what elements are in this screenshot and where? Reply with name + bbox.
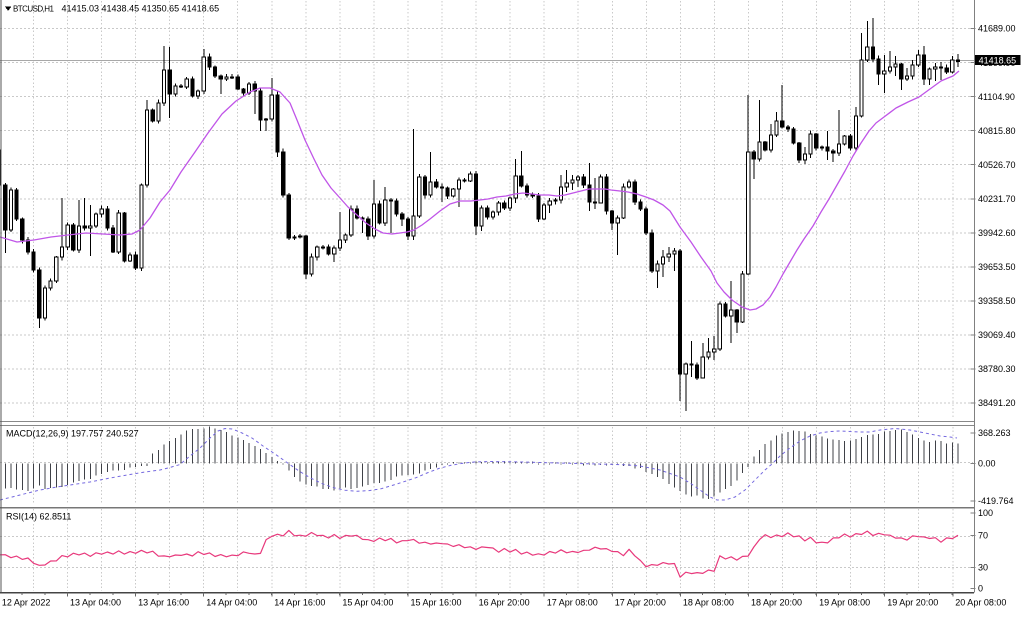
svg-text:RSI(14) 62.8511: RSI(14) 62.8511 bbox=[6, 512, 71, 522]
svg-text:39942.60: 39942.60 bbox=[978, 228, 1016, 238]
svg-text:0.00: 0.00 bbox=[978, 459, 996, 469]
svg-text:40815.80: 40815.80 bbox=[978, 126, 1016, 136]
svg-text:41689.00: 41689.00 bbox=[978, 24, 1016, 34]
svg-text:15 Apr 16:00: 15 Apr 16:00 bbox=[411, 598, 462, 608]
svg-text:19 Apr 20:00: 19 Apr 20:00 bbox=[887, 598, 938, 608]
svg-text:14 Apr 16:00: 14 Apr 16:00 bbox=[274, 598, 325, 608]
svg-text:40231.70: 40231.70 bbox=[978, 194, 1016, 204]
svg-text:-419.764: -419.764 bbox=[978, 496, 1014, 506]
svg-text:368.263: 368.263 bbox=[978, 428, 1011, 438]
svg-text:0: 0 bbox=[978, 584, 983, 594]
svg-text:20 Apr 08:00: 20 Apr 08:00 bbox=[955, 598, 1006, 608]
svg-text:100: 100 bbox=[978, 508, 993, 518]
svg-text:38780.30: 38780.30 bbox=[978, 364, 1016, 374]
svg-text:15 Apr 04:00: 15 Apr 04:00 bbox=[342, 598, 393, 608]
svg-text:14 Apr 04:00: 14 Apr 04:00 bbox=[206, 598, 257, 608]
svg-text:17 Apr 08:00: 17 Apr 08:00 bbox=[547, 598, 598, 608]
svg-text:16 Apr 20:00: 16 Apr 20:00 bbox=[479, 598, 530, 608]
svg-text:38491.20: 38491.20 bbox=[978, 398, 1016, 408]
svg-text:30: 30 bbox=[978, 563, 988, 573]
svg-text:19 Apr 08:00: 19 Apr 08:00 bbox=[819, 598, 870, 608]
svg-text:41415.03 41438.45 41350.65 414: 41415.03 41438.45 41350.65 41418.65 bbox=[62, 4, 220, 14]
svg-text:18 Apr 20:00: 18 Apr 20:00 bbox=[751, 598, 802, 608]
svg-text:BTCUSD,H1: BTCUSD,H1 bbox=[13, 5, 54, 14]
svg-text:39653.50: 39653.50 bbox=[978, 262, 1016, 272]
svg-text:39358.50: 39358.50 bbox=[978, 296, 1016, 306]
svg-text:41418.65: 41418.65 bbox=[979, 55, 1017, 65]
svg-text:MACD(12,26,9) 197.757 240.527: MACD(12,26,9) 197.757 240.527 bbox=[6, 429, 139, 439]
svg-text:39069.40: 39069.40 bbox=[978, 330, 1016, 340]
svg-text:70: 70 bbox=[978, 531, 988, 541]
svg-text:41104.90: 41104.90 bbox=[978, 92, 1015, 102]
svg-text:17 Apr 20:00: 17 Apr 20:00 bbox=[615, 598, 666, 608]
svg-text:13 Apr 16:00: 13 Apr 16:00 bbox=[138, 598, 189, 608]
svg-text:40526.70: 40526.70 bbox=[978, 160, 1016, 170]
svg-text:13 Apr 04:00: 13 Apr 04:00 bbox=[70, 598, 121, 608]
svg-text:18 Apr 08:00: 18 Apr 08:00 bbox=[683, 598, 734, 608]
svg-text:12 Apr 2022: 12 Apr 2022 bbox=[2, 598, 51, 608]
